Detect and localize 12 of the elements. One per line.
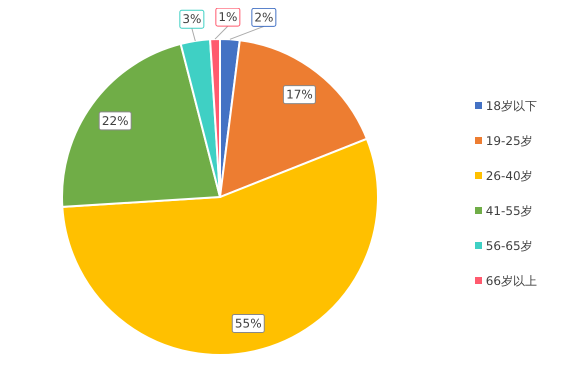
- data-label: 3%: [182, 12, 202, 26]
- legend-label: 41-55岁: [486, 204, 533, 218]
- legend-label: 26-40岁: [486, 169, 533, 183]
- legend-label: 18岁以下: [486, 99, 537, 113]
- legend-label: 66岁以上: [486, 274, 537, 288]
- legend-label: 56-65岁: [486, 239, 533, 253]
- data-label: 22%: [102, 114, 129, 128]
- data-label: 55%: [234, 316, 262, 330]
- data-label: 17%: [286, 88, 313, 102]
- legend-label: 19-25岁: [486, 134, 533, 148]
- data-label: 1%: [218, 10, 238, 24]
- data-label: 2%: [254, 10, 274, 24]
